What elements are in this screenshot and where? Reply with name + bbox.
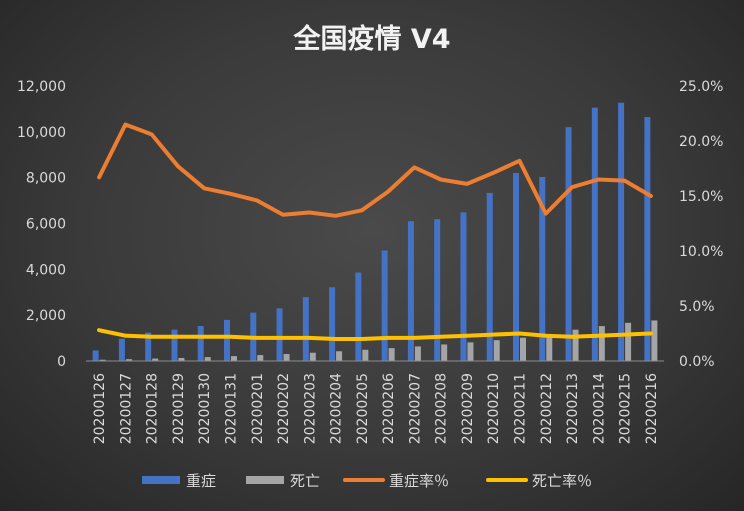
legend-label: 重症率％ <box>389 472 449 490</box>
left-axis-ticks: 0 2,000 4,000 6,000 8,000 10,000 12,000 <box>17 79 66 370</box>
x-axis-tick-label: 20200213 <box>565 373 581 444</box>
right-axis-ticks: 0.0% 5.0% 10.0% 15.0% 20.0% 25.0% <box>679 79 723 370</box>
x-axis-tick-label: 20200207 <box>407 373 423 444</box>
left-axis-tick-label: 0 <box>57 354 66 370</box>
bar-death <box>362 349 369 361</box>
bar-death <box>257 355 264 361</box>
bar-severe <box>224 319 230 361</box>
x-axis-tick-label: 20200214 <box>591 373 607 444</box>
x-axis-tick-label: 20200126 <box>92 373 108 444</box>
bar-death <box>336 351 343 361</box>
bar-severe <box>539 176 546 361</box>
bar-severe <box>355 272 362 361</box>
bar-severe <box>171 329 178 361</box>
x-axis-tick-label: 20200127 <box>118 373 134 444</box>
legend: 重症 死亡 重症率％ 死亡率％ <box>142 472 592 490</box>
x-axis-tick-label: 20200201 <box>250 373 266 444</box>
x-axis-ticks: 20200126 20200127 20200128 20200129 20200130… <box>92 373 660 444</box>
bar-severe <box>434 219 441 361</box>
x-axis-tick-label: 20200209 <box>460 373 476 444</box>
bar-severe <box>276 308 283 361</box>
left-axis-tick-label: 4,000 <box>26 262 66 278</box>
bar-death <box>125 359 132 361</box>
bar-severe <box>302 297 309 361</box>
right-axis-tick-label: 25.0% <box>679 79 723 95</box>
bar-death <box>152 358 159 361</box>
bar-severe <box>407 221 414 361</box>
x-axis-tick-label: 20200208 <box>434 373 450 444</box>
bar-death <box>520 337 526 361</box>
right-axis-tick-label: 0.0% <box>679 354 715 370</box>
legend-label: 重症 <box>186 472 216 490</box>
x-axis-tick-label: 20200210 <box>486 373 502 444</box>
bar-severe <box>92 350 99 361</box>
bar-death <box>598 326 605 361</box>
bar-death <box>99 359 106 361</box>
bar-severe <box>329 287 336 361</box>
x-axis-tick-label: 20200128 <box>145 373 161 444</box>
x-axis-tick-label: 20200205 <box>355 373 371 444</box>
right-axis-tick-label: 15.0% <box>679 189 723 205</box>
right-axis-tick-label: 20.0% <box>679 134 723 150</box>
bar-severe <box>513 172 519 361</box>
death-rate-line <box>97 328 653 341</box>
bar-death <box>572 329 579 361</box>
bar-death <box>414 346 421 361</box>
bar-death <box>493 340 500 361</box>
left-axis-tick-label: 12,000 <box>17 79 66 95</box>
legend-label: 死亡率％ <box>532 472 592 490</box>
bar-death <box>309 352 316 361</box>
bar-death <box>651 320 658 361</box>
bar-severe <box>145 332 152 361</box>
line-series <box>97 122 653 341</box>
left-axis-tick-label: 6,000 <box>26 217 66 233</box>
x-axis-tick-label: 20200212 <box>539 373 555 444</box>
bar-death <box>283 354 290 361</box>
left-axis-tick-label: 8,000 <box>26 171 66 187</box>
right-axis-tick-label: 10.0% <box>679 244 723 260</box>
x-axis-tick-label: 20200130 <box>197 373 213 444</box>
x-axis-tick-label: 20200215 <box>618 373 634 444</box>
bar-death <box>178 357 185 361</box>
bar-severe <box>591 107 598 361</box>
legend-label: 死亡 <box>290 472 320 490</box>
x-axis-tick-label: 20200129 <box>171 373 187 444</box>
right-axis-tick-label: 5.0% <box>679 299 715 315</box>
left-axis-tick-label: 2,000 <box>26 308 66 324</box>
x-axis-tick-label: 20200211 <box>513 373 529 444</box>
x-axis-tick-label: 20200216 <box>644 373 660 444</box>
x-axis-tick-label: 20200206 <box>381 373 397 444</box>
bar-death <box>441 344 448 361</box>
bar-severe <box>565 127 572 362</box>
bar-death <box>625 322 632 361</box>
bar-death <box>388 348 395 361</box>
left-axis-tick-label: 10,000 <box>17 125 66 141</box>
bar-severe <box>197 326 204 361</box>
bar-death <box>204 357 211 361</box>
x-axis-tick-label: 20200204 <box>329 373 345 444</box>
bar-death <box>231 356 237 361</box>
x-axis-tick-label: 20200131 <box>224 373 240 444</box>
bar-death <box>467 342 474 361</box>
legend-swatch <box>246 476 284 484</box>
x-axis-tick-label: 20200203 <box>302 373 318 444</box>
bar-severe <box>486 192 493 361</box>
bar-severe <box>460 212 467 361</box>
bar-death <box>546 335 553 361</box>
legend-swatch <box>142 476 180 484</box>
bar-series <box>92 102 658 362</box>
x-axis-tick-label: 20200202 <box>276 373 292 444</box>
severe-rate-line <box>97 122 653 218</box>
bar-severe <box>618 102 625 361</box>
bar-severe <box>381 250 388 361</box>
bar-severe <box>644 117 651 361</box>
chart-title: 全国疫情 V4 <box>292 23 450 55</box>
bar-severe <box>118 338 125 361</box>
